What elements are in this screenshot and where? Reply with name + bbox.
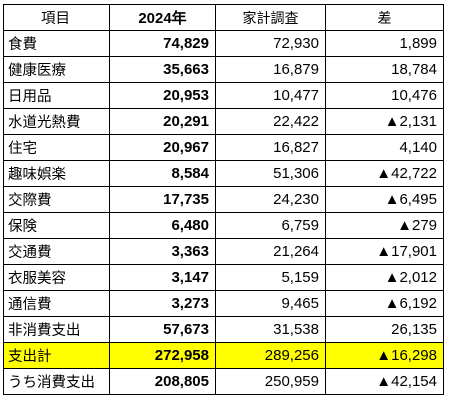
cell-diff[interactable]: ▲2,131 <box>325 108 444 135</box>
table-row: うち消費支出 208,805 250,959 ▲42,154 <box>3 368 444 395</box>
cell-diff[interactable]: 1,899 <box>325 30 444 57</box>
cell-diff[interactable]: ▲6,495 <box>325 186 444 213</box>
cell-2024[interactable]: 20,953 <box>109 82 216 109</box>
cell-diff[interactable]: 18,784 <box>325 56 444 83</box>
cell-item[interactable]: 健康医療 <box>3 56 110 83</box>
table-row: 健康医療 35,663 16,879 18,784 <box>3 56 444 83</box>
cell-survey[interactable]: 24,230 <box>215 186 326 213</box>
cell-survey[interactable]: 10,477 <box>215 82 326 109</box>
cell-survey[interactable]: 51,306 <box>215 160 326 187</box>
cell-survey[interactable]: 250,959 <box>215 368 326 395</box>
cell-diff[interactable]: ▲42,154 <box>325 368 444 395</box>
header-difference[interactable]: 差 <box>325 4 444 31</box>
cell-2024[interactable]: 20,291 <box>109 108 216 135</box>
cell-item[interactable]: うち消費支出 <box>3 368 110 395</box>
table-row: 水道光熱費 20,291 22,422 ▲2,131 <box>3 108 444 135</box>
cell-survey[interactable]: 31,538 <box>215 316 326 343</box>
cell-item[interactable]: 非消費支出 <box>3 316 110 343</box>
cell-diff[interactable]: ▲42,722 <box>325 160 444 187</box>
cell-survey[interactable]: 22,422 <box>215 108 326 135</box>
cell-2024[interactable]: 6,480 <box>109 212 216 239</box>
table-row-total-highlighted: 支出計 272,958 289,256 ▲16,298 <box>3 342 444 369</box>
cell-survey[interactable]: 16,827 <box>215 134 326 161</box>
cell-diff[interactable]: ▲6,192 <box>325 290 444 317</box>
table-row: 交通費 3,363 21,264 ▲17,901 <box>3 238 444 265</box>
header-item[interactable]: 項目 <box>3 4 110 31</box>
cell-item[interactable]: 支出計 <box>3 342 110 369</box>
table-row: 保険 6,480 6,759 ▲279 <box>3 212 444 239</box>
spreadsheet-table-container: 項目 2024年 家計調査 差 食費 74,829 72,930 1,899 健… <box>3 4 444 395</box>
table-row: 住宅 20,967 16,827 4,140 <box>3 134 444 161</box>
cell-diff[interactable]: 4,140 <box>325 134 444 161</box>
cell-item[interactable]: 水道光熱費 <box>3 108 110 135</box>
expense-comparison-table: 項目 2024年 家計調査 差 食費 74,829 72,930 1,899 健… <box>3 4 444 395</box>
table-row: 趣味娯楽 8,584 51,306 ▲42,722 <box>3 160 444 187</box>
cell-item[interactable]: 交際費 <box>3 186 110 213</box>
cell-diff[interactable]: ▲279 <box>325 212 444 239</box>
cell-item[interactable]: 住宅 <box>3 134 110 161</box>
cell-2024[interactable]: 8,584 <box>109 160 216 187</box>
cell-survey[interactable]: 5,159 <box>215 264 326 291</box>
header-household-survey[interactable]: 家計調査 <box>215 4 326 31</box>
header-2024[interactable]: 2024年 <box>109 4 216 31</box>
cell-survey[interactable]: 16,879 <box>215 56 326 83</box>
cell-diff[interactable]: ▲16,298 <box>325 342 444 369</box>
cell-item[interactable]: 保険 <box>3 212 110 239</box>
cell-item[interactable]: 日用品 <box>3 82 110 109</box>
table-row: 食費 74,829 72,930 1,899 <box>3 30 444 57</box>
cell-item[interactable]: 衣服美容 <box>3 264 110 291</box>
table-row: 通信費 3,273 9,465 ▲6,192 <box>3 290 444 317</box>
table-row: 非消費支出 57,673 31,538 26,135 <box>3 316 444 343</box>
cell-2024[interactable]: 35,663 <box>109 56 216 83</box>
cell-diff[interactable]: 10,476 <box>325 82 444 109</box>
cell-2024[interactable]: 20,967 <box>109 134 216 161</box>
cell-item[interactable]: 食費 <box>3 30 110 57</box>
table-row: 衣服美容 3,147 5,159 ▲2,012 <box>3 264 444 291</box>
cell-survey[interactable]: 6,759 <box>215 212 326 239</box>
table-row: 交際費 17,735 24,230 ▲6,495 <box>3 186 444 213</box>
cell-survey[interactable]: 21,264 <box>215 238 326 265</box>
cell-2024[interactable]: 3,273 <box>109 290 216 317</box>
cell-survey[interactable]: 289,256 <box>215 342 326 369</box>
cell-2024[interactable]: 74,829 <box>109 30 216 57</box>
cell-diff[interactable]: ▲17,901 <box>325 238 444 265</box>
table-row: 日用品 20,953 10,477 10,476 <box>3 82 444 109</box>
cell-survey[interactable]: 9,465 <box>215 290 326 317</box>
cell-2024[interactable]: 3,363 <box>109 238 216 265</box>
cell-2024[interactable]: 17,735 <box>109 186 216 213</box>
cell-2024[interactable]: 208,805 <box>109 368 216 395</box>
cell-item[interactable]: 趣味娯楽 <box>3 160 110 187</box>
cell-2024[interactable]: 272,958 <box>109 342 216 369</box>
cell-diff[interactable]: ▲2,012 <box>325 264 444 291</box>
cell-item[interactable]: 交通費 <box>3 238 110 265</box>
table-header-row: 項目 2024年 家計調査 差 <box>3 4 444 31</box>
cell-survey[interactable]: 72,930 <box>215 30 326 57</box>
cell-diff[interactable]: 26,135 <box>325 316 444 343</box>
cell-2024[interactable]: 3,147 <box>109 264 216 291</box>
cell-2024[interactable]: 57,673 <box>109 316 216 343</box>
cell-item[interactable]: 通信費 <box>3 290 110 317</box>
